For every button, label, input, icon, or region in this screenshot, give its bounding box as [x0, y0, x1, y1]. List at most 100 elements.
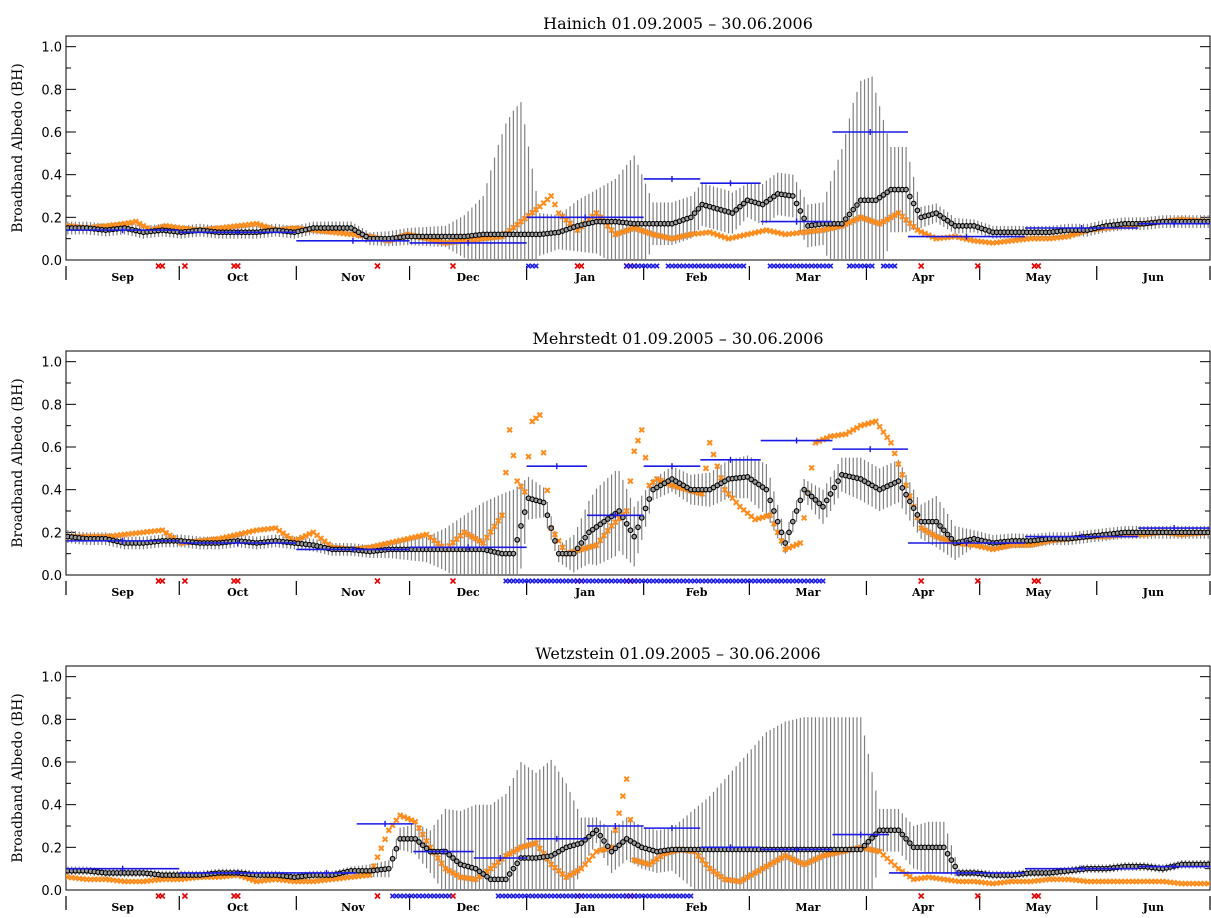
plot-area	[66, 717, 1210, 890]
orange-cross	[767, 512, 774, 519]
red-marker	[449, 577, 457, 585]
orange-cross	[646, 230, 653, 237]
orange-cross	[453, 871, 460, 879]
orange-cross	[808, 857, 815, 865]
y-tick-label: 0.0	[41, 254, 62, 269]
red-marker	[918, 892, 925, 900]
y-tick-label: 0.8	[41, 83, 62, 98]
y-axis-label: Broadband Albedo (BH)	[10, 63, 26, 233]
orange-cross	[816, 854, 823, 861]
black-circle	[854, 202, 860, 208]
orange-cross	[627, 226, 634, 233]
orange-cross	[491, 523, 498, 530]
black-circle	[623, 520, 630, 527]
orange-cross	[793, 541, 800, 548]
black-circle	[903, 491, 909, 498]
orange-cross	[132, 218, 139, 225]
month-label: Sep	[111, 586, 134, 599]
orange-cross	[532, 839, 540, 847]
chart-title: Wetzstein 01.09.2005 – 30.06.2006	[535, 644, 820, 663]
black-circle	[646, 496, 653, 502]
red-marker	[974, 892, 981, 900]
black-circle	[805, 490, 811, 496]
month-label: Feb	[686, 901, 708, 914]
y-tick-label: 0.4	[41, 169, 62, 184]
orange-cross	[136, 220, 143, 227]
black-circle	[472, 865, 479, 872]
orange-cross	[755, 867, 762, 874]
month-label: Jun	[1142, 586, 1164, 599]
orange-cross	[306, 530, 313, 538]
orange-cross	[887, 439, 895, 446]
black-circle	[1205, 529, 1210, 536]
blue-marker	[891, 263, 898, 269]
black-circle	[612, 845, 619, 852]
month-label: Jun	[1142, 901, 1164, 914]
chart-panel-2: Wetzstein 01.09.2005 – 30.06.2006 Broadba…	[10, 644, 1211, 914]
orange-cross	[446, 867, 453, 874]
orange-cross	[940, 536, 947, 543]
orange-cross	[563, 874, 570, 881]
orange-cross	[480, 539, 487, 547]
black-circle	[589, 526, 596, 533]
month-label: Dec	[456, 271, 480, 284]
month-label: Dec	[456, 586, 480, 599]
orange-cross	[597, 537, 604, 544]
orange-cross	[861, 421, 868, 428]
orange-cross	[699, 490, 706, 498]
black-circle	[737, 203, 743, 210]
red-marker	[578, 262, 585, 270]
orange-cross	[721, 234, 728, 241]
orange-cross	[638, 859, 645, 866]
orange-cross	[442, 865, 449, 872]
black-circle	[952, 863, 958, 870]
red-marker	[159, 577, 166, 585]
orange-cross	[619, 228, 627, 235]
black-circle	[729, 210, 736, 216]
red-marker	[181, 892, 188, 900]
orange-cross	[850, 217, 857, 224]
black-circle	[740, 200, 747, 207]
orange-cross	[1065, 233, 1072, 240]
black-circle	[540, 499, 547, 506]
orange-cross	[778, 854, 785, 862]
month-label: Jun	[1142, 271, 1164, 284]
month-label: Mar	[795, 271, 820, 284]
black-circle	[733, 207, 740, 213]
month-label: Jan	[574, 586, 595, 599]
month-label: Nov	[341, 271, 365, 284]
black-circle	[827, 491, 834, 497]
orange-cross	[808, 464, 815, 471]
orange-cross	[729, 495, 736, 502]
blue-marker	[740, 263, 747, 269]
orange-cross	[374, 854, 381, 861]
orange-cross	[789, 856, 796, 863]
black-circle	[484, 873, 490, 880]
orange-cross	[755, 515, 762, 522]
orange-cross	[865, 420, 872, 427]
black-circle	[835, 478, 841, 484]
black-circle	[601, 838, 607, 844]
orange-cross	[872, 418, 879, 425]
black-circle	[521, 509, 528, 515]
orange-cross	[740, 876, 747, 883]
plot-area	[66, 76, 1210, 260]
orange-cross	[736, 878, 744, 885]
black-circle	[691, 210, 698, 216]
orange-cross	[517, 483, 525, 490]
red-marker	[918, 577, 925, 585]
y-tick-label: 0.8	[41, 398, 62, 413]
black-circle	[789, 518, 796, 525]
orange-cross	[404, 815, 411, 822]
black-circle	[604, 516, 611, 522]
orange-cross	[495, 517, 502, 524]
month-label: Feb	[686, 271, 708, 284]
month-label: Mar	[795, 901, 820, 914]
orange-cross	[631, 448, 638, 455]
black-circle	[767, 497, 773, 504]
orange-cross	[506, 850, 513, 857]
black-circle	[793, 508, 800, 514]
orange-cross	[823, 434, 830, 442]
orange-cross	[767, 861, 774, 868]
orange-cross	[714, 463, 721, 470]
